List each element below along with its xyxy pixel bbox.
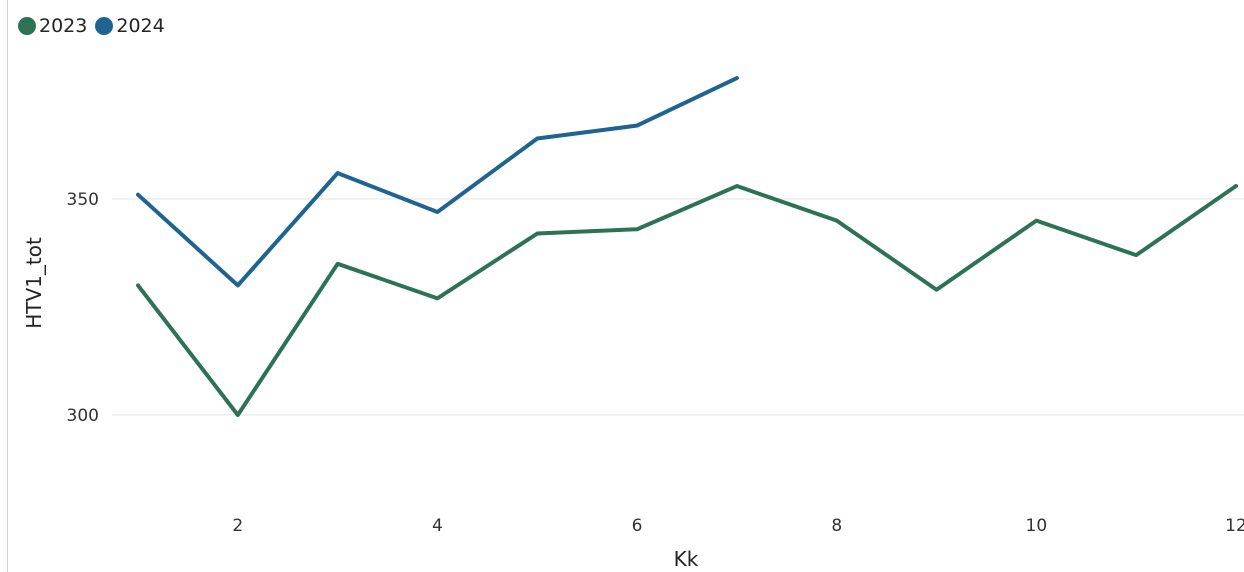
chart-legend: 2023 2024 [18, 13, 173, 39]
legend-label-2024: 2024 [116, 15, 165, 37]
series-line-2024[interactable] [136, 76, 739, 288]
x-axis-title: Kk [674, 547, 699, 571]
y-axis-ticks: 300 350 [67, 190, 99, 426]
series-lines [136, 76, 1238, 417]
chart-left-border [7, 0, 8, 572]
series-line-2023[interactable] [136, 184, 1238, 417]
x-tick-label: 8 [831, 516, 842, 536]
legend-item-2024[interactable]: 2024 [95, 15, 165, 37]
legend-item-2023[interactable]: 2023 [18, 15, 87, 37]
legend-label-2023: 2023 [39, 15, 88, 37]
legend-marker-2024 [95, 17, 114, 35]
legend-marker-2023 [18, 17, 36, 35]
x-tick-label: 4 [432, 516, 443, 536]
x-tick-label: 6 [632, 516, 643, 536]
y-axis-title: HTV1_tot [22, 237, 46, 329]
x-tick-label: 10 [1026, 516, 1048, 536]
gridlines [112, 198, 1244, 416]
x-tick-label: 2 [232, 516, 243, 536]
x-axis-ticks: 2 4 6 8 10 12 [232, 516, 1244, 536]
y-tick-label: 300 [67, 406, 99, 426]
y-tick-label: 350 [67, 190, 99, 210]
x-tick-label: 12 [1225, 516, 1244, 536]
